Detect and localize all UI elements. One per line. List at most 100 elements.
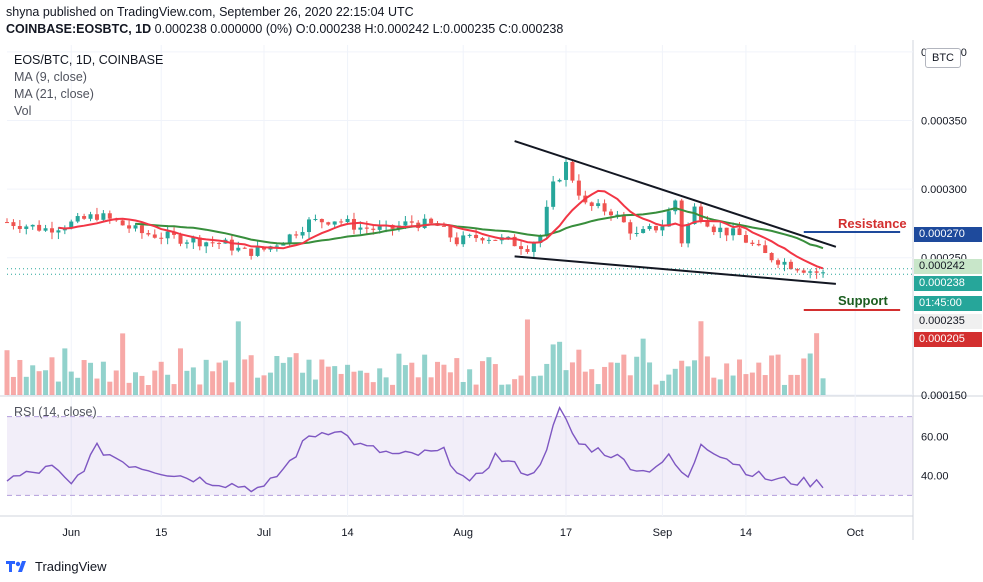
candle-body (493, 239, 498, 241)
volume-bar (499, 384, 505, 395)
candle-body (634, 232, 639, 234)
volume-bar (409, 362, 415, 395)
volume-bar (300, 372, 306, 395)
candle-body (364, 227, 369, 229)
tradingview-logo-icon (6, 561, 26, 572)
volume-bar (370, 382, 376, 395)
candle-body (474, 234, 479, 239)
candle-body (37, 224, 42, 231)
candle-body (229, 239, 234, 251)
candle-body (49, 228, 54, 233)
volume-bar (666, 374, 672, 395)
candle-body (808, 271, 813, 273)
candle-body (570, 161, 575, 181)
symbol-line: COINBASE:EOSBTC, 1D (6, 22, 152, 36)
candle-body (300, 232, 305, 236)
candle-body (146, 233, 151, 235)
candle-body (615, 214, 620, 216)
volume-bar (711, 377, 717, 395)
volume-bar (49, 357, 55, 395)
ma21-legend: MA (21, close) (14, 87, 94, 101)
volume-bar (794, 374, 800, 395)
volume-bar (563, 370, 569, 395)
candle-body (602, 203, 607, 212)
candle-body (11, 222, 16, 227)
volume-bar (113, 370, 119, 395)
volume-bar (415, 377, 421, 395)
volume-bar (422, 354, 428, 395)
volume-bar (158, 361, 164, 395)
chart-header: shyna published on TradingView.com, Sept… (0, 0, 983, 40)
time-tick-label: Sep (653, 527, 673, 539)
volume-bar (460, 381, 466, 395)
candle-body (56, 230, 61, 233)
volume-legend: Vol (14, 104, 32, 118)
price-label-low: 0.000235 (914, 314, 982, 329)
volume-bar (364, 372, 370, 395)
candle-body (679, 200, 684, 244)
volume-bar (17, 359, 23, 395)
volume-bar (133, 372, 139, 395)
candle-body (467, 234, 472, 236)
candle-body (422, 218, 427, 229)
candle-body (795, 269, 800, 271)
volume-bar (479, 361, 485, 395)
candle-body (718, 227, 723, 233)
candle-body (461, 235, 466, 245)
candle-body (313, 218, 318, 220)
volume-bar (402, 365, 408, 395)
support-annotation: Support (838, 293, 888, 308)
volume-bar (807, 353, 813, 395)
time-tick-label: Jun (62, 527, 80, 539)
volume-bar (730, 375, 736, 395)
volume-bar (267, 372, 273, 395)
candle-body (377, 226, 382, 230)
candle-body (17, 226, 22, 229)
volume-bar (255, 377, 261, 395)
candle-body (814, 271, 819, 273)
volume-bar (377, 368, 383, 395)
volume-bar (698, 321, 704, 395)
volume-bar (621, 354, 627, 395)
candle-body (454, 237, 459, 245)
time-tick-label: 17 (560, 527, 572, 539)
rsi-legend: RSI (14, close) (14, 405, 97, 419)
candle-body (743, 235, 748, 243)
resistance-annotation: Resistance (838, 216, 907, 231)
volume-bar (614, 362, 620, 395)
candle-body (403, 221, 408, 226)
candle-body (641, 229, 646, 233)
candle-body (210, 242, 215, 244)
candle-body (133, 225, 138, 229)
volume-bar (10, 376, 16, 395)
candle-body (345, 218, 350, 223)
volume-bar (762, 375, 768, 395)
candle-body (30, 224, 35, 227)
price-label-last: 0.000238 (914, 276, 982, 291)
volume-bar (139, 375, 145, 395)
volume-bar (544, 363, 550, 395)
price-label-support: 0.000205 (914, 332, 982, 347)
ma21-line (135, 207, 824, 250)
candle-body (750, 242, 755, 244)
volume-bar (126, 382, 132, 395)
volume-bar (177, 348, 183, 395)
currency-button[interactable]: BTC (925, 48, 961, 68)
volume-bar (524, 319, 530, 395)
volume-bar (569, 362, 575, 395)
volume-bar (30, 365, 36, 395)
candle-body (731, 228, 736, 236)
volume-bar (261, 375, 267, 395)
candle-body (692, 206, 697, 225)
price-tick-label: 0.000150 (921, 390, 967, 402)
candle-body (673, 200, 678, 212)
volume-bar (467, 369, 473, 395)
volume-bar (62, 348, 68, 395)
candle-body (480, 238, 485, 241)
volume-bar (383, 377, 389, 395)
candle-body (217, 242, 222, 244)
volume-bar (325, 366, 331, 395)
volume-bar (550, 344, 556, 395)
volume-bar (357, 370, 363, 395)
